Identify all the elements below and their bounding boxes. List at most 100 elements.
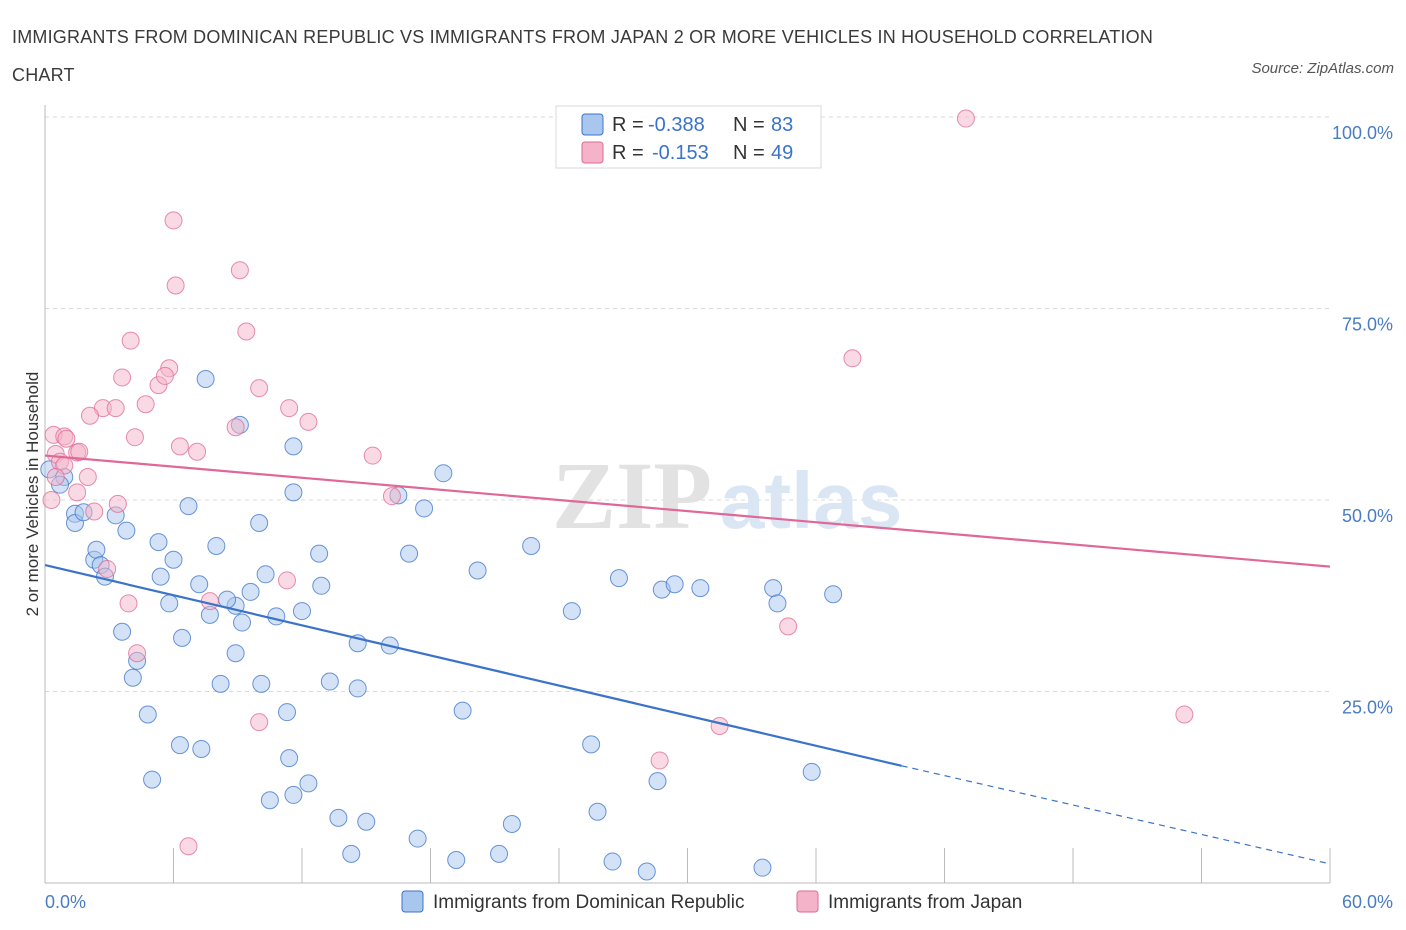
- data-point-s0-52: [348, 679, 367, 698]
- x-tick-labels: 0.0% 60.0%: [45, 892, 1393, 912]
- series-dominican-republic-points: [40, 369, 843, 881]
- data-point-s0-33: [768, 594, 787, 613]
- data-point-s0-72: [447, 851, 466, 870]
- data-point-s0-76: [753, 858, 772, 877]
- data-point-s0-15: [207, 536, 226, 555]
- data-point-s0-42: [113, 622, 132, 641]
- data-point-s1-41: [200, 592, 219, 611]
- source-label: Source: ZipAtlas.com: [1251, 60, 1394, 77]
- data-point-s0-73: [490, 844, 509, 863]
- data-point-s0-75: [637, 862, 656, 881]
- data-point-s1-47: [650, 751, 669, 770]
- y-tick-labels: 25.0% 50.0% 75.0% 100.0%: [1332, 123, 1393, 718]
- legend-r-value-0: -0.388: [648, 114, 705, 136]
- trend-line-dashed-s0: [901, 765, 1331, 865]
- x-tick-label-1: 60.0%: [1342, 892, 1393, 912]
- data-point-s0-14: [310, 544, 329, 563]
- data-point-s0-7: [250, 513, 269, 532]
- bottom-legend-label-1: Immigrants from Japan: [828, 892, 1022, 913]
- data-point-s0-22: [151, 567, 170, 586]
- data-point-s0-26: [312, 576, 331, 595]
- data-point-s0-57: [192, 739, 211, 758]
- data-point-s1-24: [188, 442, 207, 461]
- legend-r-value-1: -0.153: [652, 142, 709, 164]
- data-point-s0-36: [293, 602, 311, 621]
- data-point-s1-38: [98, 559, 117, 578]
- data-point-s0-12: [522, 536, 541, 555]
- data-point-s0-8: [284, 483, 303, 502]
- data-point-s1-37: [42, 491, 61, 509]
- data-point-s0-31: [691, 579, 710, 598]
- data-point-s0-77: [196, 369, 215, 388]
- data-point-s0-17: [117, 521, 136, 540]
- data-point-s1-44: [250, 713, 269, 732]
- data-point-s0-53: [138, 705, 157, 724]
- data-point-s1-42: [779, 617, 798, 636]
- legend-swatch-blue: [581, 113, 604, 136]
- data-point-s0-71: [342, 844, 361, 863]
- data-point-s0-61: [299, 774, 318, 793]
- data-point-s0-39: [160, 594, 179, 613]
- data-point-s0-19: [87, 540, 106, 559]
- trend-line-s0: [44, 564, 902, 767]
- data-point-s1-8: [113, 368, 132, 387]
- data-point-s0-58: [280, 749, 299, 768]
- y-axis-label: 2 or more Vehicles in Household: [23, 372, 42, 617]
- data-point-s1-34: [382, 487, 401, 506]
- legend-box: R = -0.388 N = 83 R = -0.153 N = 49: [555, 105, 822, 169]
- legend-r-label-0: R =: [612, 114, 644, 136]
- data-point-s1-2: [166, 276, 185, 295]
- data-point-s0-35: [562, 602, 581, 621]
- data-point-s1-43: [128, 644, 147, 663]
- data-point-s1-23: [170, 437, 189, 456]
- data-point-s1-45: [710, 716, 729, 735]
- data-point-s1-17: [299, 412, 318, 431]
- watermark-atlas: atlas: [720, 456, 902, 545]
- data-point-s1-11: [250, 379, 269, 398]
- legend-r-label-1: R =: [612, 142, 644, 164]
- series-japan-points: [42, 109, 1194, 856]
- data-point-s1-10: [155, 366, 174, 385]
- data-point-s0-66: [802, 762, 821, 781]
- data-point-s0-62: [284, 785, 303, 804]
- data-point-s1-5: [121, 331, 140, 350]
- data-point-s0-60: [143, 770, 162, 789]
- bottom-legend-swatch-blue: [401, 890, 424, 913]
- data-point-s1-27: [70, 442, 89, 461]
- data-point-s0-40: [233, 613, 252, 632]
- data-point-s0-51: [320, 672, 339, 691]
- data-point-s0-13: [400, 544, 419, 563]
- data-point-s1-1: [164, 211, 183, 230]
- data-point-s0-30: [665, 575, 684, 594]
- data-point-s1-4: [237, 322, 256, 341]
- data-point-s0-25: [256, 565, 275, 584]
- data-point-s0-32: [764, 579, 783, 598]
- data-point-s1-46: [1175, 705, 1194, 724]
- data-point-s1-22: [125, 428, 144, 447]
- data-point-s0-64: [588, 802, 607, 821]
- data-point-s1-48: [179, 837, 198, 856]
- data-point-s0-34: [824, 585, 843, 604]
- bottom-legend-label-0: Immigrants from Dominican Republic: [433, 892, 745, 913]
- data-point-s0-67: [329, 808, 348, 827]
- data-point-s0-50: [252, 674, 271, 693]
- y-tick-label-2: 75.0%: [1342, 315, 1393, 335]
- data-point-s0-41: [241, 582, 260, 601]
- data-point-s0-74: [603, 852, 622, 871]
- data-point-s0-59: [582, 735, 601, 754]
- y-tick-label-3: 100.0%: [1332, 123, 1393, 143]
- data-point-s0-28: [609, 569, 628, 588]
- x-tick-label-0: 0.0%: [45, 892, 86, 912]
- data-point-s1-33: [68, 483, 87, 502]
- data-point-s1-0: [956, 109, 975, 128]
- data-point-s1-31: [46, 468, 65, 487]
- data-point-s1-3: [230, 261, 249, 280]
- data-point-s1-35: [108, 494, 127, 513]
- data-point-s1-18: [226, 418, 245, 437]
- data-point-s0-55: [453, 701, 472, 720]
- legend-swatch-pink: [581, 141, 604, 164]
- data-point-s0-49: [211, 674, 230, 693]
- legend-n-value-0: 83: [771, 114, 793, 136]
- data-point-s0-70: [502, 815, 521, 834]
